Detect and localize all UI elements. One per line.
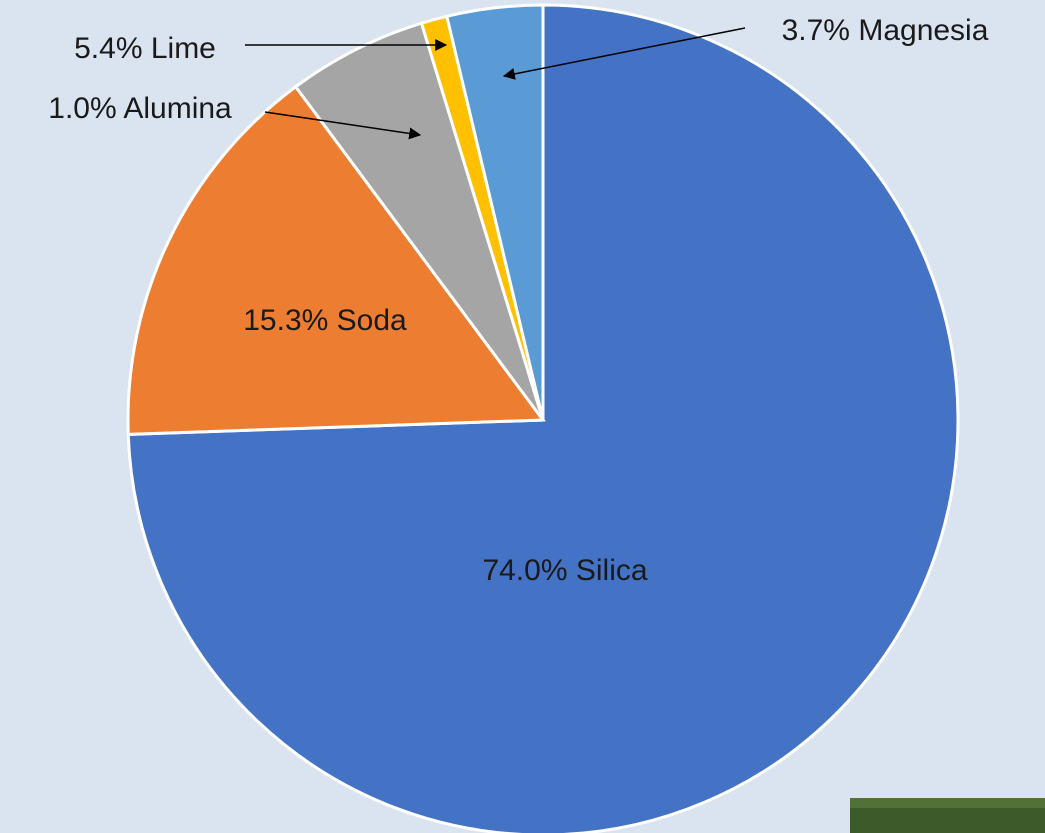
photo-highlight [850,798,1045,808]
value-label: 5.4% [74,32,142,65]
pie-slice [126,84,546,436]
value-label: 3.7% [782,14,850,47]
pie-slice [445,3,545,421]
value-label: 15.3% [243,304,328,337]
slice-label: 1.0% Alumina [48,92,232,125]
value-label: 1.0% [48,92,116,125]
category-label: Soda [337,304,407,337]
slice-label: 3.7% Magnesia [782,14,989,47]
category-label: Silica [576,554,648,587]
pie-slice [293,21,545,421]
category-label: Lime [151,32,216,65]
slice-label: 74.0% Silica [482,554,647,587]
pie [126,3,960,833]
slice-label: 15.3% Soda [243,304,407,337]
slice-label: 5.4% Lime [74,32,216,65]
value-label: 74.0% [482,554,567,587]
category-label: Alumina [123,92,232,125]
labels: 74.0% Silica 15.3% Soda 5.4% Lime 1.0% Alum… [48,14,988,587]
leader-arrow [502,27,746,80]
leader-arrow [264,111,422,140]
category-label: Magnesia [858,14,988,47]
